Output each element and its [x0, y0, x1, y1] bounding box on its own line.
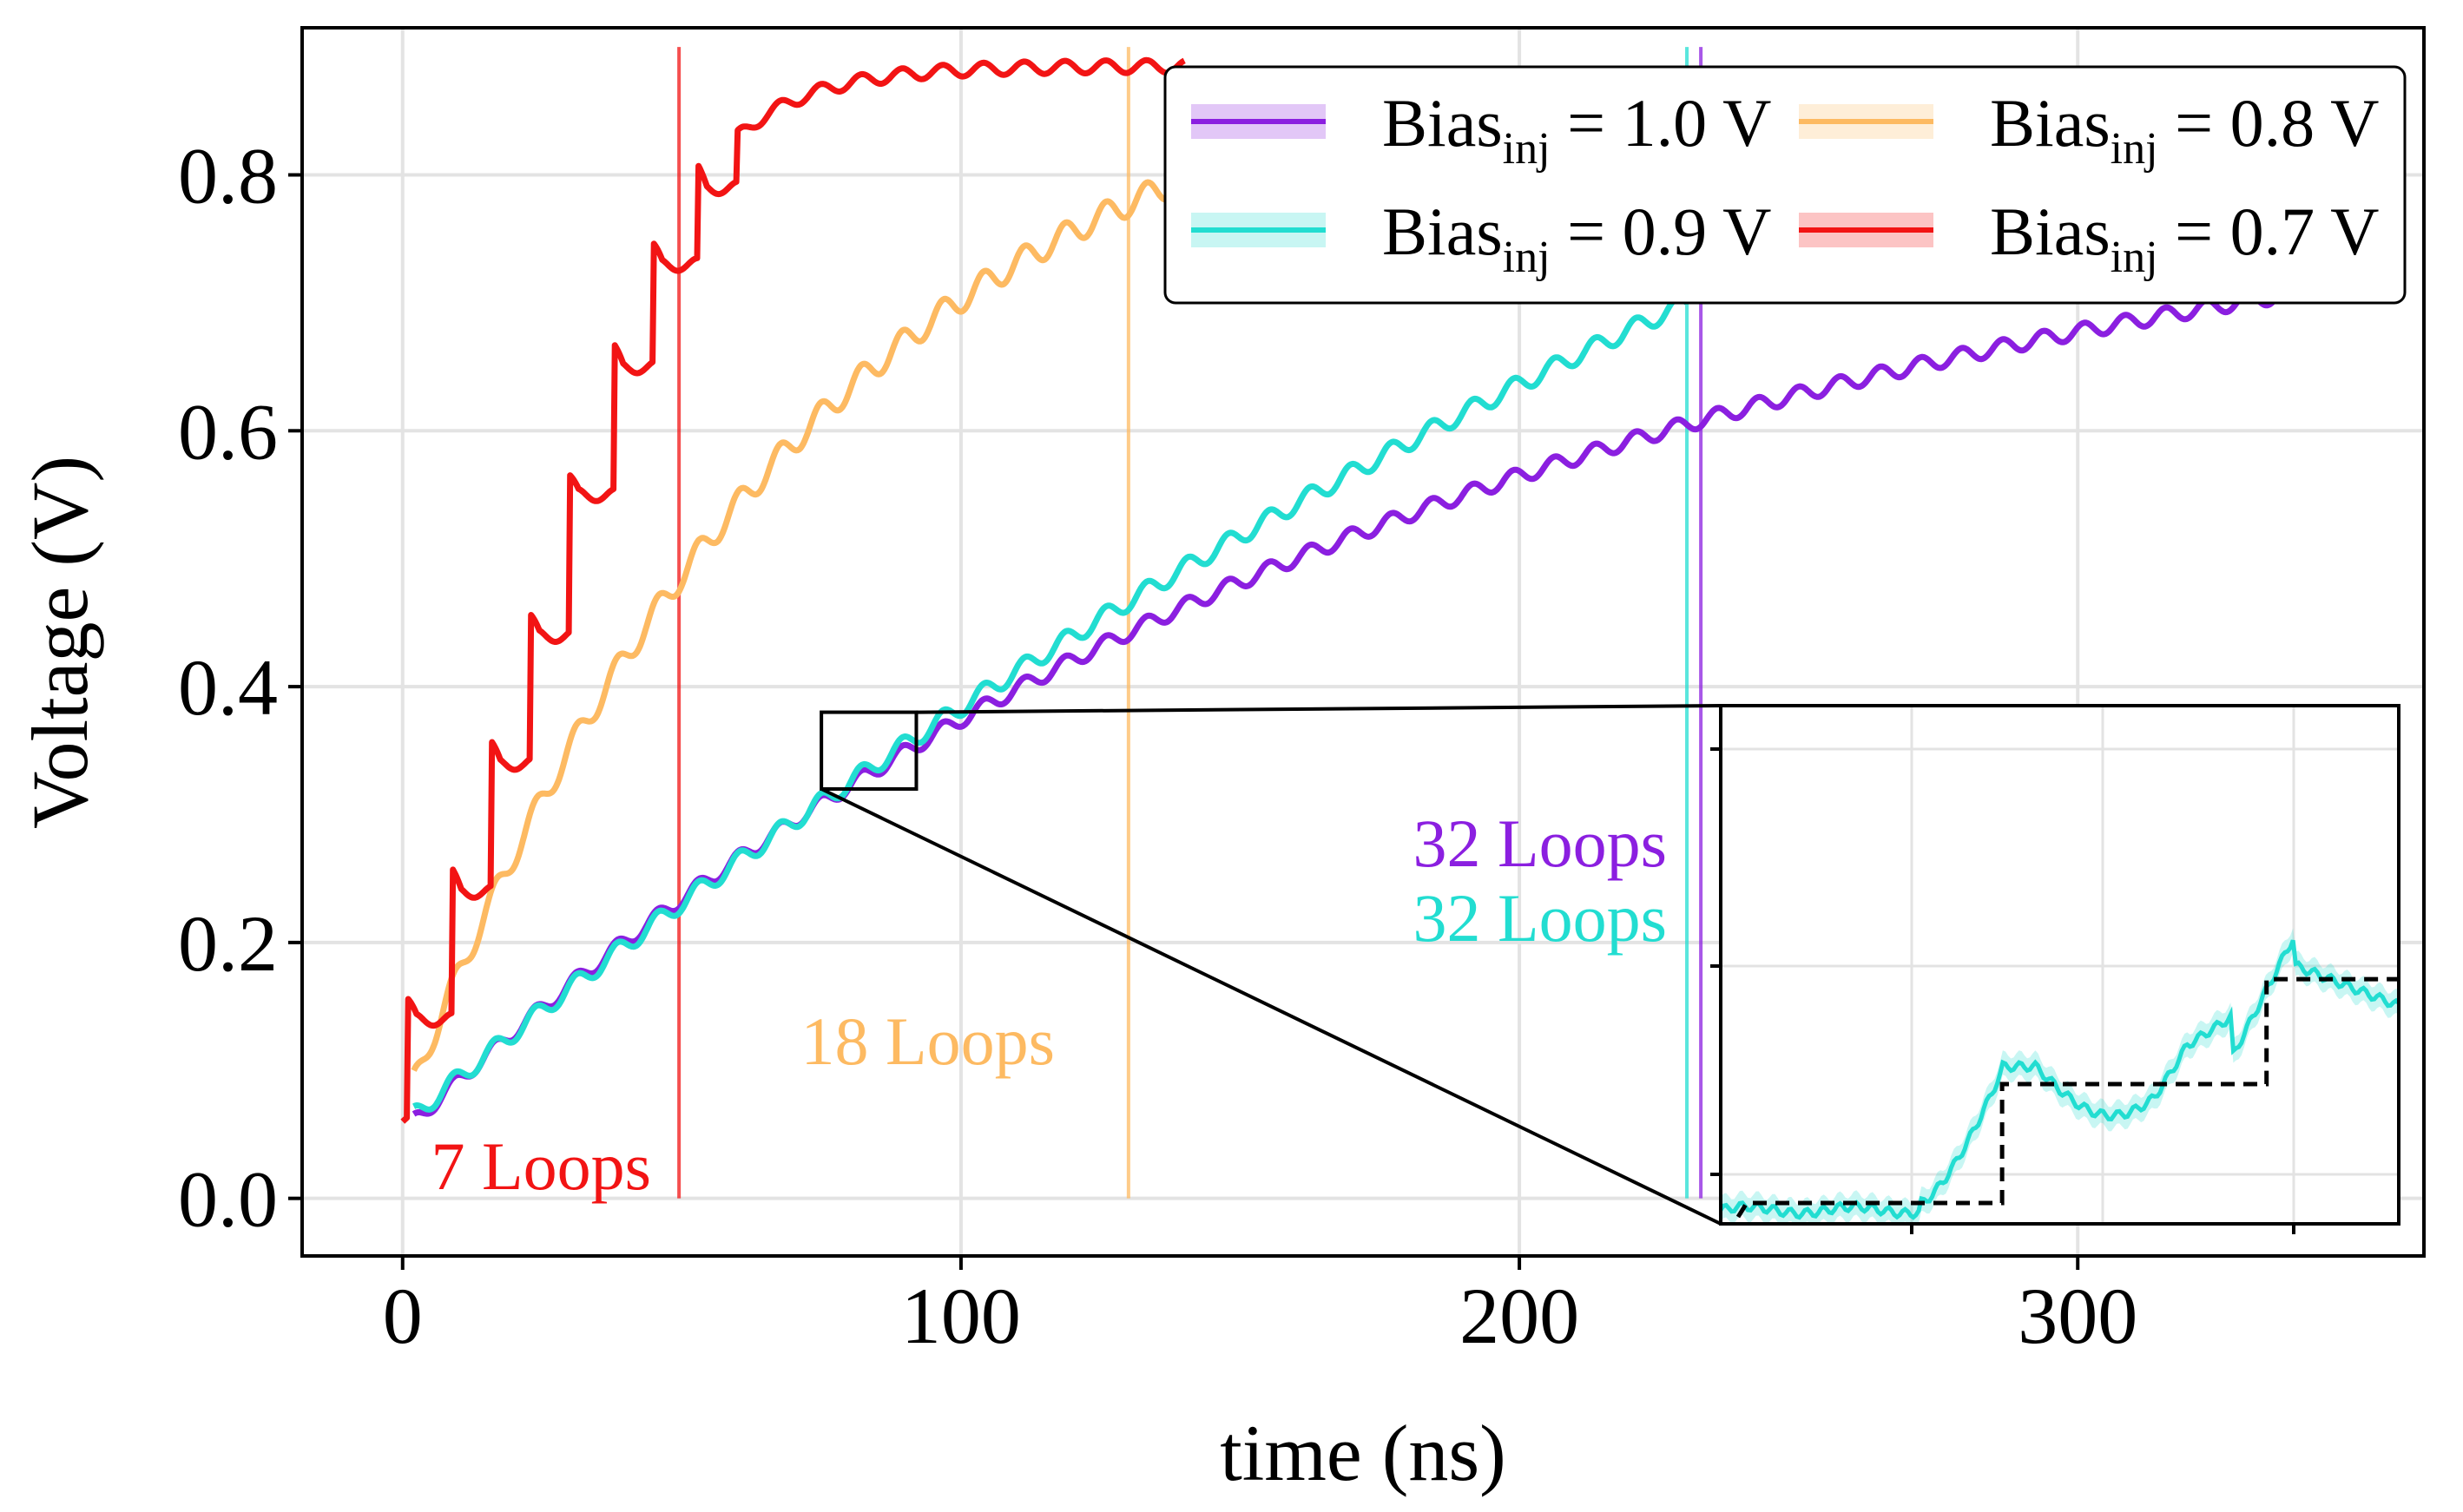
- legend-item-b10: Biasinj = 1.0 V: [1191, 85, 1772, 174]
- legend-label-subscript: inj: [2111, 233, 2158, 282]
- legend-label-prefix: Bias: [1382, 194, 1503, 269]
- zoom-region-box: [820, 710, 919, 792]
- zoom-connector-line: [916, 704, 1722, 714]
- legend-item-b09: Biasinj = 0.9 V: [1191, 194, 1772, 282]
- zoom-connector-line: [820, 787, 1722, 1226]
- legend-label-subscript: inj: [1503, 233, 1551, 282]
- loops-label-b09: 32 Loops: [1413, 880, 1668, 956]
- legend-label-subscript: inj: [2111, 124, 2158, 174]
- legend-label-prefix: Bias: [1382, 85, 1503, 161]
- legend-label: Biasinj = 0.7 V: [1990, 194, 2380, 282]
- x-axis-ticks: 0 100 200 300: [383, 1256, 2137, 1360]
- y-axis-ticks: 0.0 0.2 0.4 0.6 0.8: [178, 132, 302, 1244]
- series-lines: [400, 56, 2365, 1124]
- loops-label-b08: 18 Loops: [801, 1003, 1056, 1079]
- y-axis-label: Voltage (V): [16, 456, 104, 829]
- legend-label-suffix: = 0.7 V: [2158, 194, 2380, 269]
- series-line-b07: [400, 56, 1187, 1124]
- inset-zoom-plot: [1710, 704, 2400, 1234]
- loops-label-b07: 7 Loops: [431, 1128, 652, 1204]
- loops-label-b10: 32 Loops: [1413, 805, 1668, 881]
- legend-label-prefix: Bias: [1990, 85, 2111, 161]
- inset-step-function: [1735, 976, 2399, 1219]
- x-tick-label: 0: [383, 1272, 423, 1360]
- legend-label: Biasinj = 0.9 V: [1382, 194, 1772, 282]
- inset-signal-line: [1721, 939, 2399, 1220]
- legend-label-prefix: Bias: [1990, 194, 2111, 269]
- x-tick-label: 100: [901, 1272, 1021, 1360]
- legend-label: Biasinj = 0.8 V: [1990, 85, 2380, 174]
- legend-item-b07: Biasinj = 0.7 V: [1799, 194, 2380, 282]
- x-tick-label: 300: [2018, 1272, 2137, 1360]
- zoom-indicator: [820, 704, 1722, 1226]
- legend-label-suffix: = 0.9 V: [1551, 194, 1772, 269]
- x-tick-label: 200: [1459, 1272, 1579, 1360]
- x-axis-label: time (ns): [1220, 1409, 1506, 1497]
- y-tick-label: 0.8: [178, 132, 278, 220]
- y-tick-label: 0.2: [178, 899, 278, 988]
- legend-label-suffix: = 1.0 V: [1551, 85, 1772, 161]
- legend-box: [1163, 65, 2407, 305]
- legend-label-suffix: = 0.8 V: [2158, 85, 2380, 161]
- legend-item-b08: Biasinj = 0.8 V: [1799, 85, 2380, 174]
- series-line-b09: [412, 294, 1689, 1113]
- plot-frame: [300, 26, 2426, 1258]
- legend-label-subscript: inj: [1503, 124, 1551, 174]
- legend-label: Biasinj = 1.0 V: [1382, 85, 1772, 174]
- series-line-b08: [411, 161, 1215, 1072]
- y-tick-label: 0.4: [178, 643, 278, 732]
- inset-content: [1721, 928, 2399, 1224]
- y-tick-label: 0.6: [178, 387, 278, 476]
- y-tick-label: 0.0: [178, 1155, 278, 1244]
